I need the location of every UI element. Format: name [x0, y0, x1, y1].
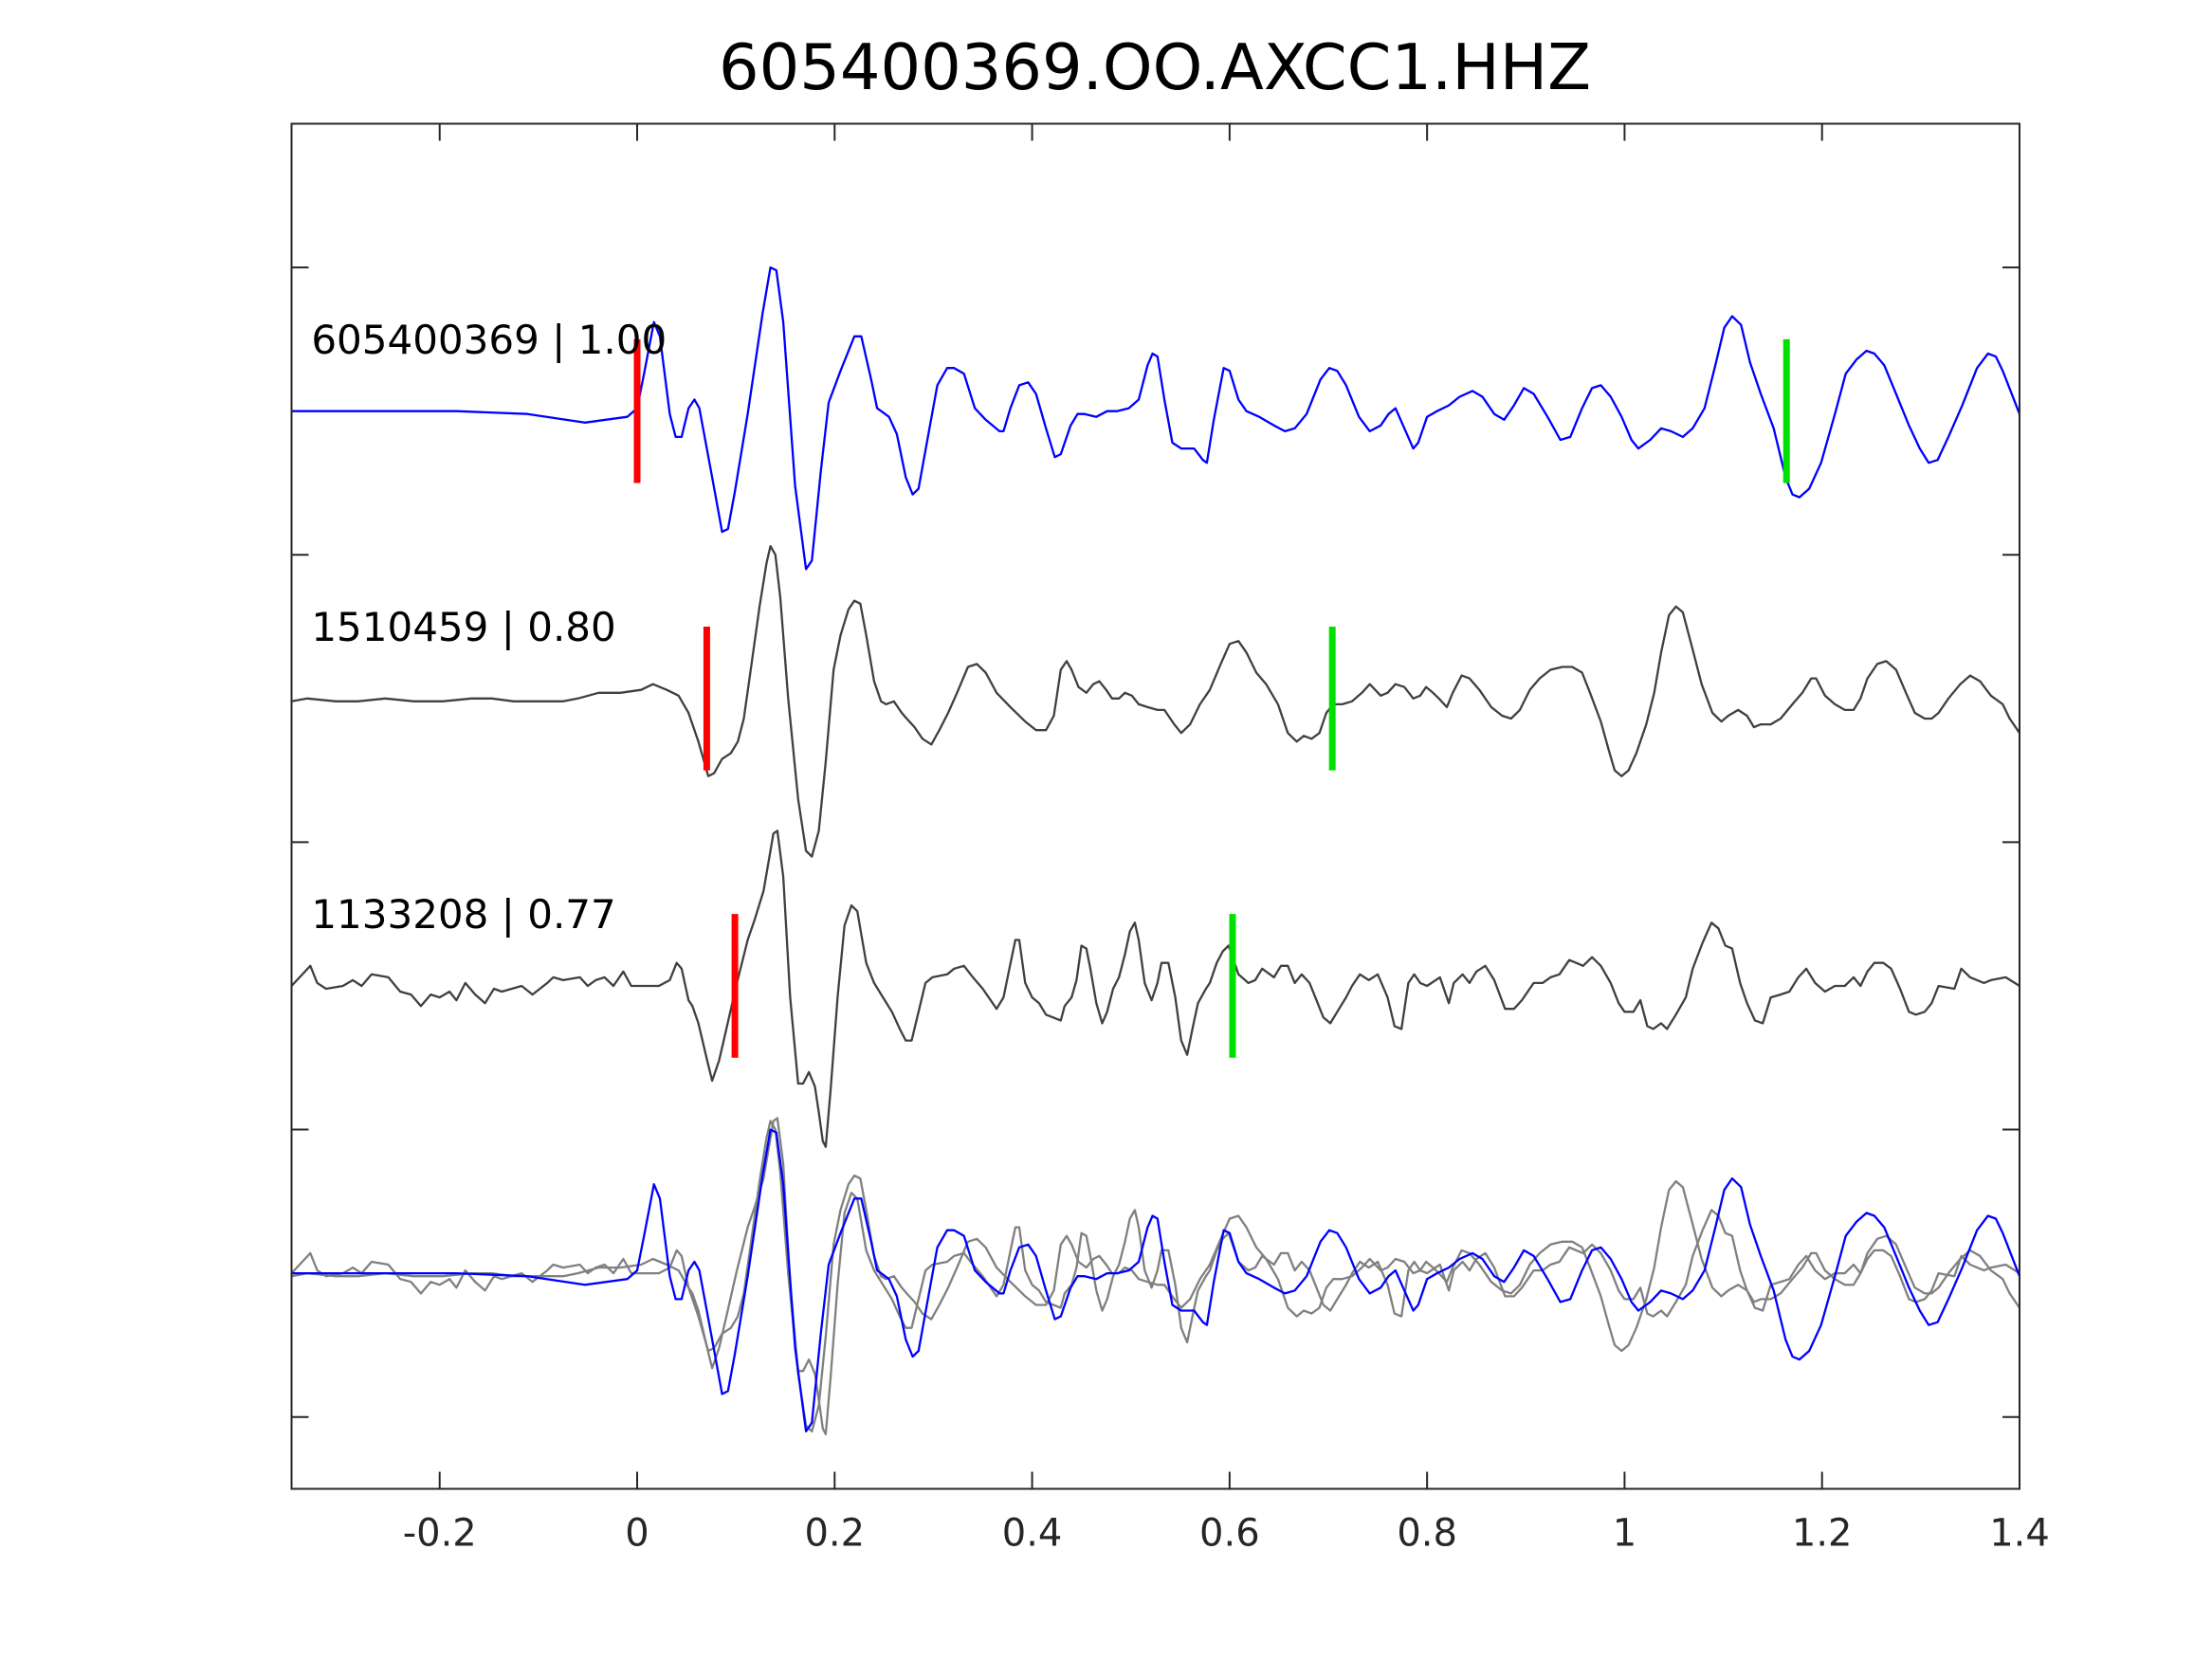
x-tick-label: 0.8 [1397, 1512, 1457, 1556]
x-tick-label: 1 [1613, 1512, 1636, 1556]
x-tick-label: 0 [625, 1512, 649, 1556]
trace-group [290, 265, 2021, 1148]
overlay-trace-1133208 [290, 1117, 2020, 1436]
trace-label-605400369: 605400369 | 1.00 [311, 317, 667, 363]
waveform-trace-1510459 [291, 544, 2020, 858]
x-tick-label: 0.2 [804, 1512, 865, 1556]
chart-title: 605400369.OO.AXCC1.HHZ [719, 30, 1591, 104]
overlay-trace-605400369 [291, 1128, 2021, 1433]
trace-label-1133208: 1133208 | 0.77 [311, 891, 615, 938]
axis-ticks: -0.2 0 0.2 0.4 0.6 0.8 1 1.2 1.4 [291, 123, 2050, 1556]
x-tick-label: 1.4 [1989, 1512, 2050, 1556]
waveform-trace-1133208 [290, 830, 2020, 1148]
x-tick-label: 1.2 [1792, 1512, 1853, 1556]
overlay-trace-1510459 [291, 1120, 2020, 1433]
x-tick-label: -0.2 [403, 1512, 477, 1556]
trace-label-1510459: 1510459 | 0.80 [311, 604, 615, 650]
overlay-trace-group [290, 1117, 2021, 1436]
pick-marker-group [633, 338, 1790, 1058]
waveform-trace-605400369 [291, 265, 2021, 571]
trace-label-group: 605400369 | 1.00 1510459 | 0.80 1133208 | … [311, 317, 667, 938]
x-tick-label: 0.6 [1199, 1512, 1260, 1556]
x-tick-label: 0.4 [1002, 1512, 1063, 1556]
plot-axes-box [290, 122, 2020, 1490]
